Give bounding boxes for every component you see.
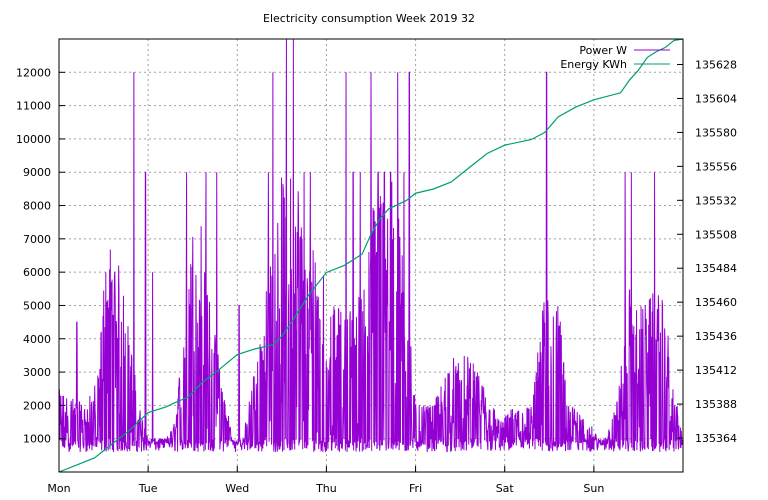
- xtick-label: Tue: [138, 482, 158, 495]
- ytick-left-label: 9000: [23, 166, 51, 179]
- ytick-right-label: 135460: [695, 296, 737, 309]
- plot-frame: [58, 38, 684, 473]
- energy-series: [58, 38, 684, 473]
- axis-ticks: 1000 2000 3000 4000 5000 6000 7000 8000 9000 1000…: [16, 58, 737, 495]
- xtick-label: Wed: [225, 482, 249, 495]
- xtick-label: Sat: [496, 482, 515, 495]
- ytick-right-label: 135436: [695, 330, 737, 343]
- ytick-right-label: 135412: [695, 364, 737, 377]
- ytick-left-label: 7000: [23, 233, 51, 246]
- ytick-left-label: 3000: [23, 366, 51, 379]
- ytick-left-label: 6000: [23, 266, 51, 279]
- ytick-left-label: 10000: [16, 133, 51, 146]
- legend: Power W Energy KWh: [560, 44, 670, 71]
- ytick-left-label: 12000: [16, 66, 51, 79]
- xtick-label: Fri: [409, 482, 422, 495]
- xtick-label: Mon: [47, 482, 70, 495]
- ytick-right-label: 135628: [695, 58, 737, 71]
- legend-label-energy: Energy KWh: [560, 58, 627, 71]
- ytick-right-label: 135388: [695, 398, 737, 411]
- ytick-right-label: 135604: [695, 92, 737, 105]
- ytick-left-label: 2000: [23, 399, 51, 412]
- ytick-right-label: 135508: [695, 228, 737, 241]
- ytick-right-label: 135532: [695, 194, 737, 207]
- power-series: [58, 38, 684, 453]
- energy-line: [58, 38, 684, 473]
- xtick-label: Sun: [583, 482, 604, 495]
- legend-label-power: Power W: [579, 44, 627, 57]
- xtick-label: Thu: [315, 482, 337, 495]
- ytick-right-label: 135580: [695, 126, 737, 139]
- power-line: [58, 38, 684, 453]
- ytick-left-label: 1000: [23, 433, 51, 446]
- ytick-right-label: 135364: [695, 432, 737, 445]
- ytick-left-label: 4000: [23, 333, 51, 346]
- ytick-right-label: 135484: [695, 262, 737, 275]
- chart-title: Electricity consumption Week 2019 32: [263, 12, 475, 25]
- ytick-left-label: 8000: [23, 200, 51, 213]
- ytick-left-label: 5000: [23, 299, 51, 312]
- ytick-right-label: 135556: [695, 160, 737, 173]
- ytick-left-label: 11000: [16, 100, 51, 113]
